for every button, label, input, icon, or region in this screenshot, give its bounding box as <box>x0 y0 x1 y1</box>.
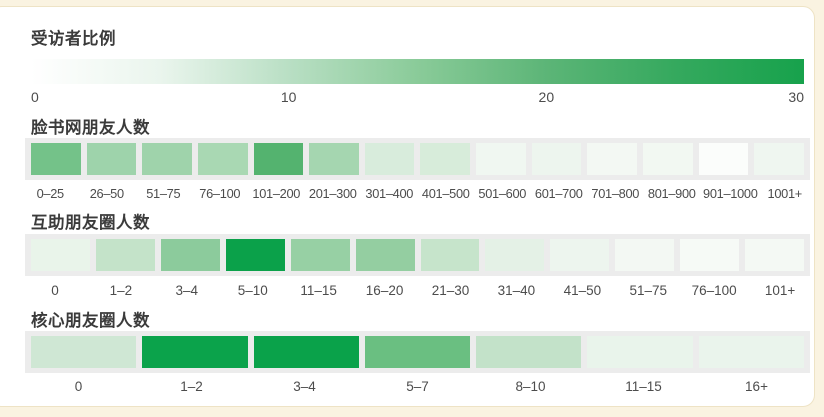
bin-label: 16+ <box>745 379 768 394</box>
heatmap-cell <box>160 239 220 271</box>
bin-label: 76–100 <box>691 283 737 298</box>
heatmap-cell <box>476 143 526 175</box>
legend-tick: 10 <box>280 89 297 105</box>
heatmap-cell <box>86 143 137 175</box>
heatmap-cell <box>745 239 805 271</box>
bin-label: 51–75 <box>629 283 668 298</box>
heatmap-cell <box>142 336 248 368</box>
bin-label: 26–50 <box>89 186 124 201</box>
bin-label: 101+ <box>764 283 796 298</box>
heatmap-cell <box>643 143 693 175</box>
bin-label: 501–600 <box>478 186 527 201</box>
bin-label: 31–40 <box>497 283 536 298</box>
bin-label: 41–50 <box>563 283 602 298</box>
heatmap-cell <box>587 336 693 368</box>
heatmap-cell <box>550 239 610 271</box>
heatmap-cell <box>253 336 359 368</box>
bin-label: 101–200 <box>252 186 301 201</box>
bin-label: 0 <box>74 379 83 394</box>
heatmap-cell <box>420 143 471 175</box>
bin-label: 8–10 <box>515 379 546 394</box>
heatmap-cell <box>253 143 304 175</box>
heatmap-cell <box>420 239 480 271</box>
heatmap-cell <box>197 143 248 175</box>
bin-label: 1–2 <box>180 379 203 394</box>
bin-label: 11–15 <box>300 283 337 298</box>
heatmap-cell <box>476 336 582 368</box>
heatmap-cell <box>290 239 350 271</box>
section-title: 核心朋友圈人数 <box>31 312 150 330</box>
bin-label: 0 <box>51 283 59 298</box>
bin-label: 5–7 <box>406 379 429 394</box>
chart-card: 受访者比例 0 10 20 30 脸书网朋友人数 0–25 26–50 51–75 76–1… <box>0 6 815 407</box>
section-title: 互助朋友圈人数 <box>31 214 150 232</box>
heatmap-cell <box>364 336 471 368</box>
heatmap-cell <box>31 336 137 368</box>
legend-tick: 20 <box>538 89 555 105</box>
legend-title: 受访者比例 <box>31 30 116 48</box>
bin-label: 16–20 <box>365 283 404 298</box>
heatmap-cell <box>355 239 415 271</box>
section-title: 脸书网朋友人数 <box>31 119 150 137</box>
bin-label: 901–1000 <box>703 186 758 201</box>
heatmap-cell <box>587 143 638 175</box>
heatmap-cell <box>142 143 192 175</box>
heatmap-cell <box>31 143 81 175</box>
bin-label: 3–4 <box>293 379 316 394</box>
heatmap-cell <box>364 143 415 175</box>
heatmap-cell <box>225 239 285 271</box>
bin-labels: 0 1–2 3–4 5–10 11–15 16–20 21–30 31–40 41–50 51–7… <box>25 283 810 301</box>
heatmap-cell <box>698 143 749 175</box>
heatmap-cell <box>95 239 155 271</box>
heatmap-cell <box>31 239 90 271</box>
bin-label: 801–900 <box>647 186 696 201</box>
heatmap-cell <box>615 239 675 271</box>
heatmap-cell <box>485 239 545 271</box>
legend-gradient-bar <box>31 59 804 84</box>
bin-label: 401–500 <box>421 186 470 201</box>
heatmap-row <box>25 331 810 373</box>
bin-label: 0–25 <box>36 186 65 201</box>
bin-label: 3–4 <box>175 283 199 298</box>
bin-labels: 0 1–2 3–4 5–7 8–10 11–15 16+ <box>25 379 810 397</box>
bin-label: 601–700 <box>534 186 583 201</box>
heatmap-cell <box>309 143 359 175</box>
heatmap-row <box>25 138 810 180</box>
heatmap-row <box>25 234 810 276</box>
bin-label: 11–15 <box>625 379 662 394</box>
heatmap-cell <box>680 239 740 271</box>
heatmap-cell <box>531 143 582 175</box>
bin-label: 301–400 <box>365 186 414 201</box>
bin-labels: 0–25 26–50 51–75 76–100 101–200 201–300 301–40… <box>25 186 810 204</box>
legend-tick: 0 <box>31 89 39 105</box>
heatmap-cell <box>754 143 804 175</box>
bin-label: 1–2 <box>109 283 133 298</box>
bin-label: 21–30 <box>431 283 470 298</box>
chart-content: 受访者比例 0 10 20 30 脸书网朋友人数 0–25 26–50 51–75 76–1… <box>25 7 810 407</box>
heatmap-cell <box>698 336 804 368</box>
bin-label: 51–75 <box>146 186 181 201</box>
bin-label: 5–10 <box>237 283 268 298</box>
bin-label: 1001+ <box>767 186 803 201</box>
legend-tick-labels: 0 10 20 30 <box>31 89 804 105</box>
legend-tick: 30 <box>788 89 804 105</box>
bin-label: 701–800 <box>591 186 640 201</box>
bin-label: 76–100 <box>199 186 241 201</box>
bin-label: 201–300 <box>308 186 357 201</box>
